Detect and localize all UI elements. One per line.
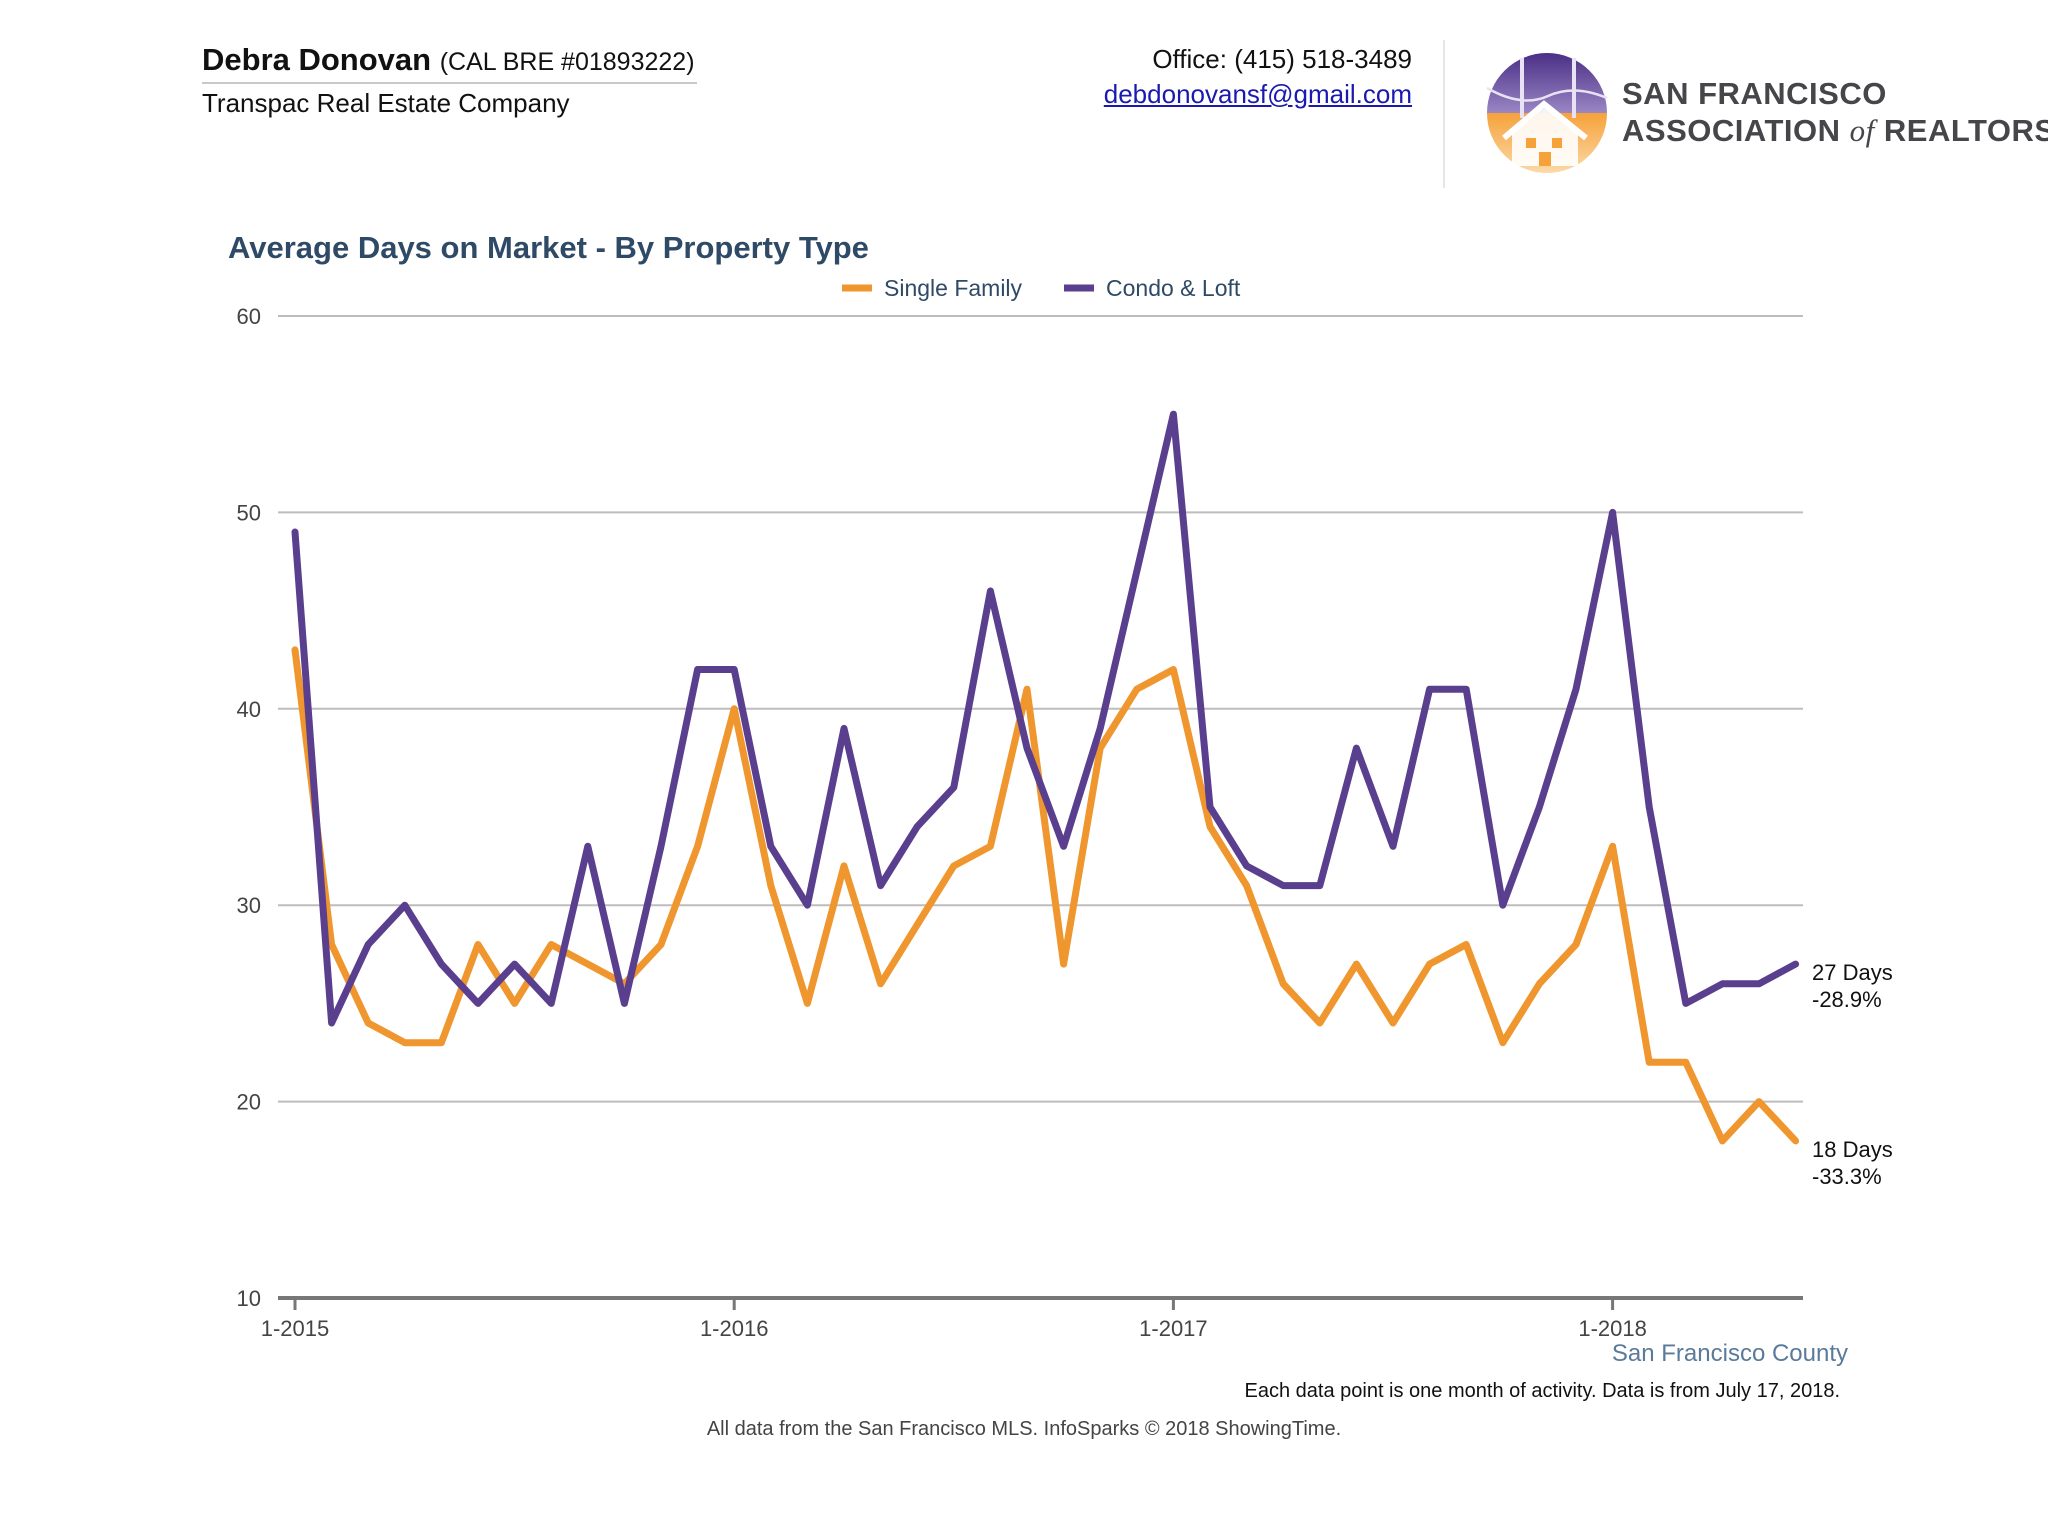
- header-divider: [1443, 40, 1445, 188]
- chart-title: Average Days on Market - By Property Typ…: [228, 230, 869, 265]
- county-label: San Francisco County: [1611, 1340, 1848, 1367]
- end-label-days-1: 27 Days: [1812, 960, 1893, 985]
- agent-license: (CAL BRE #01893222): [439, 48, 695, 76]
- y-tick-label-60: 60: [237, 304, 261, 329]
- y-tick-label-30: 30: [237, 893, 261, 918]
- x-tick-label-3: 1-2018: [1578, 1316, 1647, 1341]
- end-label-change-1: -28.9%: [1812, 987, 1882, 1012]
- logo-text-realtors: REALTORS: [1883, 113, 2048, 148]
- x-axis: 1-2015 1-2016 1-2017 1-2018: [261, 1296, 1803, 1341]
- legend-label-0: Single Family: [884, 275, 1023, 301]
- series-line-1: [291, 410, 1800, 1027]
- x-tick-label-2: 1-2017: [1139, 1316, 1208, 1341]
- agent-underline: [202, 82, 697, 84]
- legend: Single Family Condo & Loft: [842, 275, 1241, 301]
- logo-text-of: of: [1849, 113, 1875, 148]
- sfar-logo-icon: [1486, 53, 1608, 173]
- y-tick-label-40: 40: [237, 697, 261, 722]
- series-line-0: [291, 646, 1800, 1145]
- agent-phone: Office: (415) 518-3489: [1152, 44, 1412, 74]
- agent-email-link[interactable]: debdonovansf@gmail.com: [1103, 79, 1412, 109]
- y-tick-label-10: 10: [237, 1286, 261, 1311]
- x-tick-label-0: 1-2015: [261, 1316, 330, 1341]
- y-tick-label-20: 20: [237, 1090, 261, 1115]
- logo-text-line2: ASSOCIATION of REALTORS®: [1622, 113, 2048, 149]
- source-note: All data from the San Francisco MLS. Inf…: [706, 1418, 1342, 1440]
- legend-label-1: Condo & Loft: [1106, 275, 1241, 301]
- grid-lines: [278, 315, 1803, 1103]
- end-label-change-0: -33.3%: [1812, 1164, 1882, 1189]
- y-tick-label-50: 50: [237, 500, 261, 525]
- agent-name-text: Debra Donovan: [202, 42, 432, 77]
- logo-text-association: ASSOCIATION: [1622, 113, 1841, 148]
- end-labels: 18 Days-33.3% 27 Days-28.9%: [1812, 960, 1893, 1189]
- end-label-days-0: 18 Days: [1812, 1137, 1893, 1162]
- x-tick-label-1: 1-2016: [700, 1316, 769, 1341]
- agent-name: Debra Donovan (CAL BRE #01893222): [202, 42, 695, 78]
- series-lines: [291, 410, 1800, 1145]
- y-axis-ticks: 10 20 30 40 50 60: [237, 304, 261, 1311]
- data-note: Each data point is one month of activity…: [1244, 1380, 1841, 1402]
- agent-company: Transpac Real Estate Company: [202, 88, 570, 118]
- logo-text-line1: SAN FRANCISCO: [1622, 76, 1887, 111]
